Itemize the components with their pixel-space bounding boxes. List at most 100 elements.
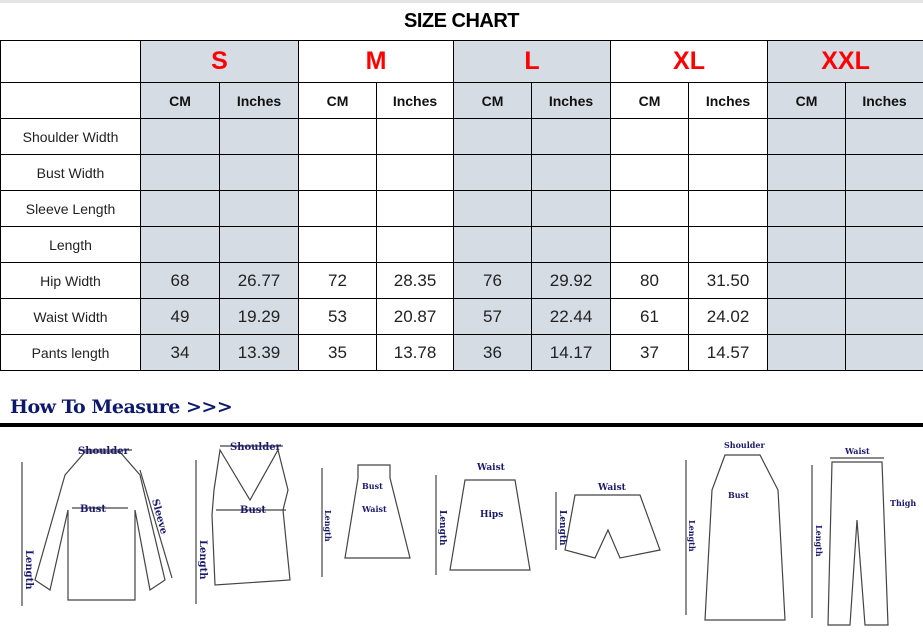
measurement-cell xyxy=(140,226,220,263)
measurement-cell xyxy=(767,298,847,335)
measurement-cell xyxy=(610,118,690,155)
measurement-cell xyxy=(845,226,923,263)
measurement-cell xyxy=(767,262,847,299)
tank-top-illustration: Shoulder Bust Length xyxy=(195,442,291,604)
measurement-cell xyxy=(531,226,612,263)
label-bust: Bust xyxy=(728,490,749,500)
size-table: S M L XL XXL CM Inches CM Inches CM Inches CM Inches… xyxy=(0,40,923,371)
measurement-cell xyxy=(767,118,847,155)
measurement-cell: 37 xyxy=(610,334,690,371)
measurement-cell: 76 xyxy=(453,262,533,299)
size-header-xl: XL xyxy=(610,40,769,83)
label-waist: Waist xyxy=(361,504,387,514)
measurement-cell xyxy=(688,154,769,191)
measurement-cell xyxy=(688,118,769,155)
table-row: Sleeve Length xyxy=(0,190,923,227)
measurement-cell xyxy=(298,118,377,155)
measurement-cell xyxy=(688,226,769,263)
measurement-cell: 34 xyxy=(140,334,220,371)
row-label: Hip Width xyxy=(0,262,141,299)
measurement-cell: 13.39 xyxy=(219,334,299,371)
table-row: Shoulder Width xyxy=(0,118,923,155)
measurement-cell xyxy=(453,190,533,227)
label-bust: Bust xyxy=(80,504,106,515)
measurement-cell xyxy=(767,334,847,371)
measurement-cell xyxy=(610,154,690,191)
shorts-illustration: Waist Length xyxy=(555,483,661,559)
measurement-cell: 26.77 xyxy=(219,262,299,299)
top-border xyxy=(0,0,923,3)
table-row: Hip Width 68 26.77 72 28.35 76 29.92 80 31.50 xyxy=(0,262,923,299)
label-length: Length xyxy=(323,510,333,542)
unit-header: Inches xyxy=(375,82,455,119)
unit-header: Inches xyxy=(219,82,299,119)
measurement-cell xyxy=(845,190,923,227)
size-header-s: S xyxy=(140,40,299,83)
measurement-cell xyxy=(140,154,220,191)
size-header-l: L xyxy=(453,40,612,83)
measurement-cell: 57 xyxy=(453,298,533,335)
label-sleeve: Sleeve xyxy=(149,498,169,536)
row-label: Bust Width xyxy=(0,154,141,191)
measurement-cell: 22.44 xyxy=(531,298,612,335)
measurement-cell xyxy=(219,190,299,227)
blouse-illustration: Shoulder Bust Length Sleeve xyxy=(21,446,173,606)
unit-header: CM xyxy=(140,82,220,119)
label-length: Length xyxy=(437,510,447,546)
measurement-cell xyxy=(298,190,377,227)
label-bust: Bust xyxy=(240,505,266,516)
row-label: Waist Width xyxy=(0,298,141,335)
measurement-cell xyxy=(845,154,923,191)
measurement-cell xyxy=(375,154,455,191)
measurement-cell xyxy=(375,118,455,155)
measurement-illustrations: Shoulder Bust Length Sleeve Shoulder Bus… xyxy=(21,440,916,626)
pants-illustration: Waist Thigh Length xyxy=(811,446,916,626)
measurement-cell xyxy=(453,118,533,155)
how-to-measure-heading: How To Measure >>> xyxy=(10,396,233,418)
row-label: Length xyxy=(0,226,141,263)
label-length: Length xyxy=(814,525,824,557)
unit-header: Inches xyxy=(688,82,769,119)
label-length: Length xyxy=(687,520,697,552)
measurement-cell xyxy=(610,190,690,227)
label-waist: Waist xyxy=(476,463,506,473)
measurement-cell: 29.92 xyxy=(531,262,612,299)
label-shoulder: Shoulder xyxy=(724,440,765,450)
measurement-cell xyxy=(219,118,299,155)
measurement-cell: 49 xyxy=(140,298,220,335)
unit-corner-cell xyxy=(0,82,141,119)
unit-header: CM xyxy=(298,82,377,119)
measurement-cell xyxy=(845,298,923,335)
unit-header: CM xyxy=(453,82,533,119)
label-length: Length xyxy=(23,550,34,590)
measurement-cell: 35 xyxy=(298,334,377,371)
measurement-cell xyxy=(767,154,847,191)
unit-header: CM xyxy=(767,82,847,119)
label-bust: Bust xyxy=(362,481,383,491)
measurement-cell xyxy=(531,118,612,155)
label-waist: Waist xyxy=(844,446,870,456)
row-label: Pants length xyxy=(0,334,141,371)
label-length: Length xyxy=(557,510,567,546)
dress-illustration: Bust Waist Length xyxy=(321,464,411,577)
measurement-cell xyxy=(219,226,299,263)
measurement-cell: 14.57 xyxy=(688,334,769,371)
measurement-cell xyxy=(298,154,377,191)
measurement-cell xyxy=(453,154,533,191)
page-title: SIZE CHART xyxy=(404,10,520,32)
measurement-cell: 72 xyxy=(298,262,377,299)
unit-header: CM xyxy=(610,82,690,119)
measurement-cell: 68 xyxy=(140,262,220,299)
measurement-cell: 20.87 xyxy=(375,298,455,335)
corner-cell xyxy=(0,40,141,83)
measurement-cell xyxy=(845,262,923,299)
measurement-cell: 14.17 xyxy=(531,334,612,371)
divider xyxy=(0,423,923,427)
label-hips: Hips xyxy=(480,510,503,520)
measurement-cell: 24.02 xyxy=(688,298,769,335)
row-label: Shoulder Width xyxy=(0,118,141,155)
label-waist: Waist xyxy=(597,483,627,493)
measurement-cell: 13.78 xyxy=(375,334,455,371)
measurement-cell xyxy=(298,226,377,263)
row-label: Sleeve Length xyxy=(0,190,141,227)
